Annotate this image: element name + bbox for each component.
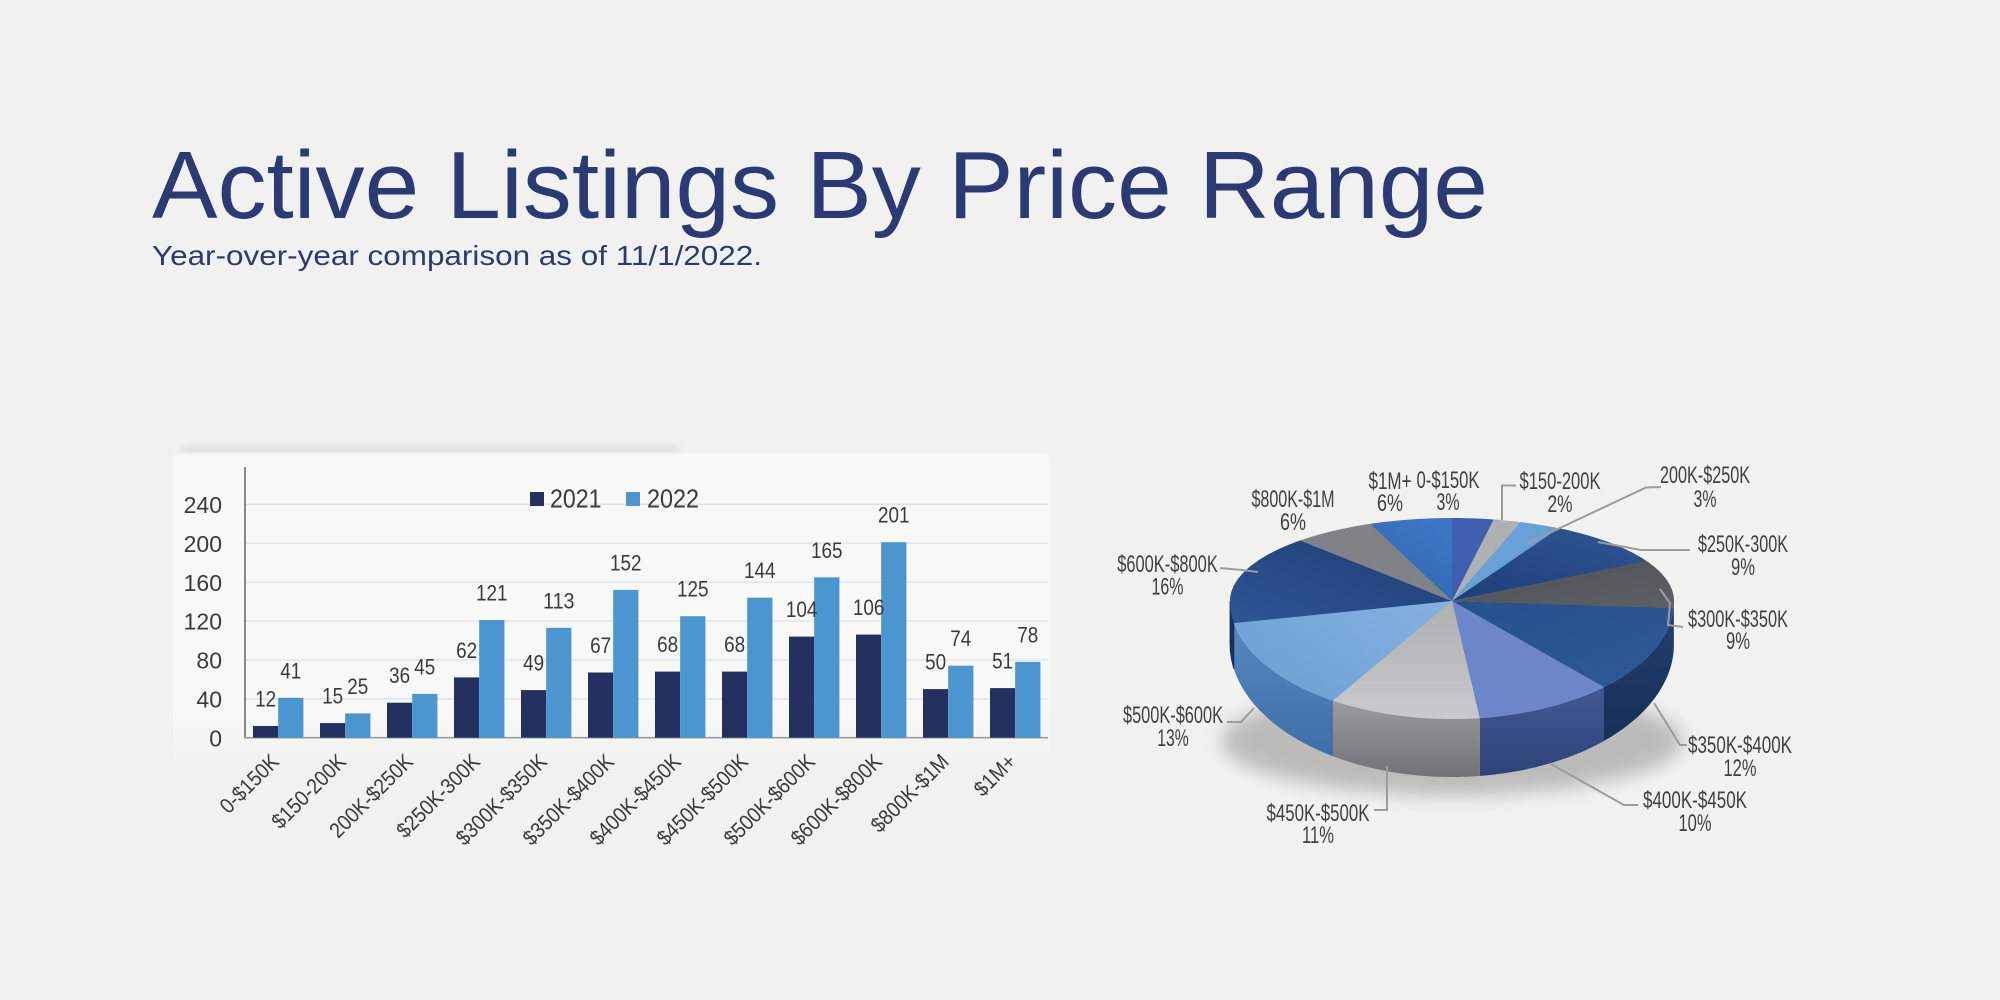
svg-text:9%: 9% bbox=[1726, 628, 1750, 655]
svg-text:16%: 16% bbox=[1152, 574, 1184, 601]
svg-text:11%: 11% bbox=[1302, 822, 1334, 849]
svg-text:$1M+: $1M+ bbox=[1369, 468, 1412, 495]
svg-text:49: 49 bbox=[523, 651, 544, 676]
svg-text:$600K-$800K: $600K-$800K bbox=[1117, 551, 1218, 578]
svg-text:78: 78 bbox=[1017, 622, 1038, 647]
svg-text:2022: 2022 bbox=[647, 484, 699, 514]
svg-text:120: 120 bbox=[184, 609, 222, 635]
svg-text:$400K-$450K: $400K-$450K bbox=[1643, 787, 1747, 814]
svg-text:67: 67 bbox=[590, 633, 611, 658]
svg-text:36: 36 bbox=[389, 663, 410, 688]
svg-text:$500K-$600K: $500K-$600K bbox=[1123, 702, 1223, 729]
svg-text:25: 25 bbox=[347, 674, 368, 699]
svg-text:$800K-$1M: $800K-$1M bbox=[1252, 486, 1335, 513]
svg-text:12%: 12% bbox=[1724, 755, 1757, 782]
svg-text:2%: 2% bbox=[1548, 491, 1573, 518]
svg-text:201: 201 bbox=[878, 503, 910, 528]
svg-text:$350K-$400K: $350K-$400K bbox=[1688, 732, 1792, 759]
svg-text:68: 68 bbox=[657, 632, 678, 657]
svg-text:160: 160 bbox=[184, 570, 222, 596]
svg-text:$250K-300K: $250K-300K bbox=[1698, 531, 1788, 558]
svg-text:41: 41 bbox=[280, 658, 301, 683]
svg-text:3%: 3% bbox=[1437, 489, 1460, 516]
svg-text:152: 152 bbox=[610, 550, 642, 575]
svg-text:106: 106 bbox=[853, 595, 885, 620]
svg-text:9%: 9% bbox=[1731, 554, 1755, 581]
svg-text:6%: 6% bbox=[1280, 509, 1306, 536]
svg-text:62: 62 bbox=[456, 638, 477, 663]
svg-text:240: 240 bbox=[184, 492, 222, 518]
svg-text:0-$150K: 0-$150K bbox=[1417, 467, 1480, 494]
svg-text:6%: 6% bbox=[1377, 490, 1403, 517]
svg-text:80: 80 bbox=[196, 648, 222, 674]
svg-text:10%: 10% bbox=[1679, 810, 1712, 837]
svg-text:113: 113 bbox=[543, 588, 575, 613]
svg-text:$450K-$500K: $450K-$500K bbox=[1267, 800, 1370, 827]
svg-text:Year-over-year comparison as o: Year-over-year comparison as of 11/1/202… bbox=[152, 240, 762, 271]
svg-text:12: 12 bbox=[255, 687, 276, 712]
svg-text:200: 200 bbox=[184, 531, 222, 557]
svg-text:50: 50 bbox=[925, 650, 946, 675]
svg-text:15: 15 bbox=[322, 684, 343, 709]
svg-text:0: 0 bbox=[209, 725, 222, 751]
svg-text:104: 104 bbox=[786, 597, 818, 622]
svg-text:125: 125 bbox=[677, 577, 709, 602]
svg-text:200K-$250K: 200K-$250K bbox=[1660, 462, 1750, 489]
svg-text:144: 144 bbox=[744, 558, 776, 583]
svg-text:3%: 3% bbox=[1694, 486, 1717, 513]
svg-text:Active Listings By Price Range: Active Listings By Price Range bbox=[152, 132, 1488, 239]
svg-text:74: 74 bbox=[950, 626, 971, 651]
svg-text:13%: 13% bbox=[1157, 725, 1189, 752]
svg-text:165: 165 bbox=[811, 538, 843, 563]
svg-text:2021: 2021 bbox=[550, 484, 602, 514]
svg-text:45: 45 bbox=[414, 654, 435, 679]
svg-text:51: 51 bbox=[992, 649, 1013, 674]
svg-text:68: 68 bbox=[724, 632, 745, 657]
svg-text:40: 40 bbox=[196, 687, 222, 713]
svg-text:121: 121 bbox=[476, 581, 508, 606]
svg-text:$300K-$350K: $300K-$350K bbox=[1688, 606, 1788, 633]
svg-text:$150-200K: $150-200K bbox=[1520, 468, 1601, 495]
